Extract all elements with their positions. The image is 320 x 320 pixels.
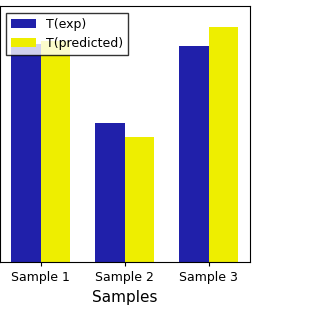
Bar: [95, 123, 125, 262]
Legend: T(exp), T(predicted): T(exp), T(predicted): [6, 13, 128, 55]
Bar: [41, 41, 70, 262]
Bar: [11, 44, 41, 262]
Bar: [125, 137, 154, 262]
X-axis label: Samples: Samples: [92, 290, 157, 305]
Bar: [180, 46, 209, 262]
Bar: [209, 27, 238, 262]
